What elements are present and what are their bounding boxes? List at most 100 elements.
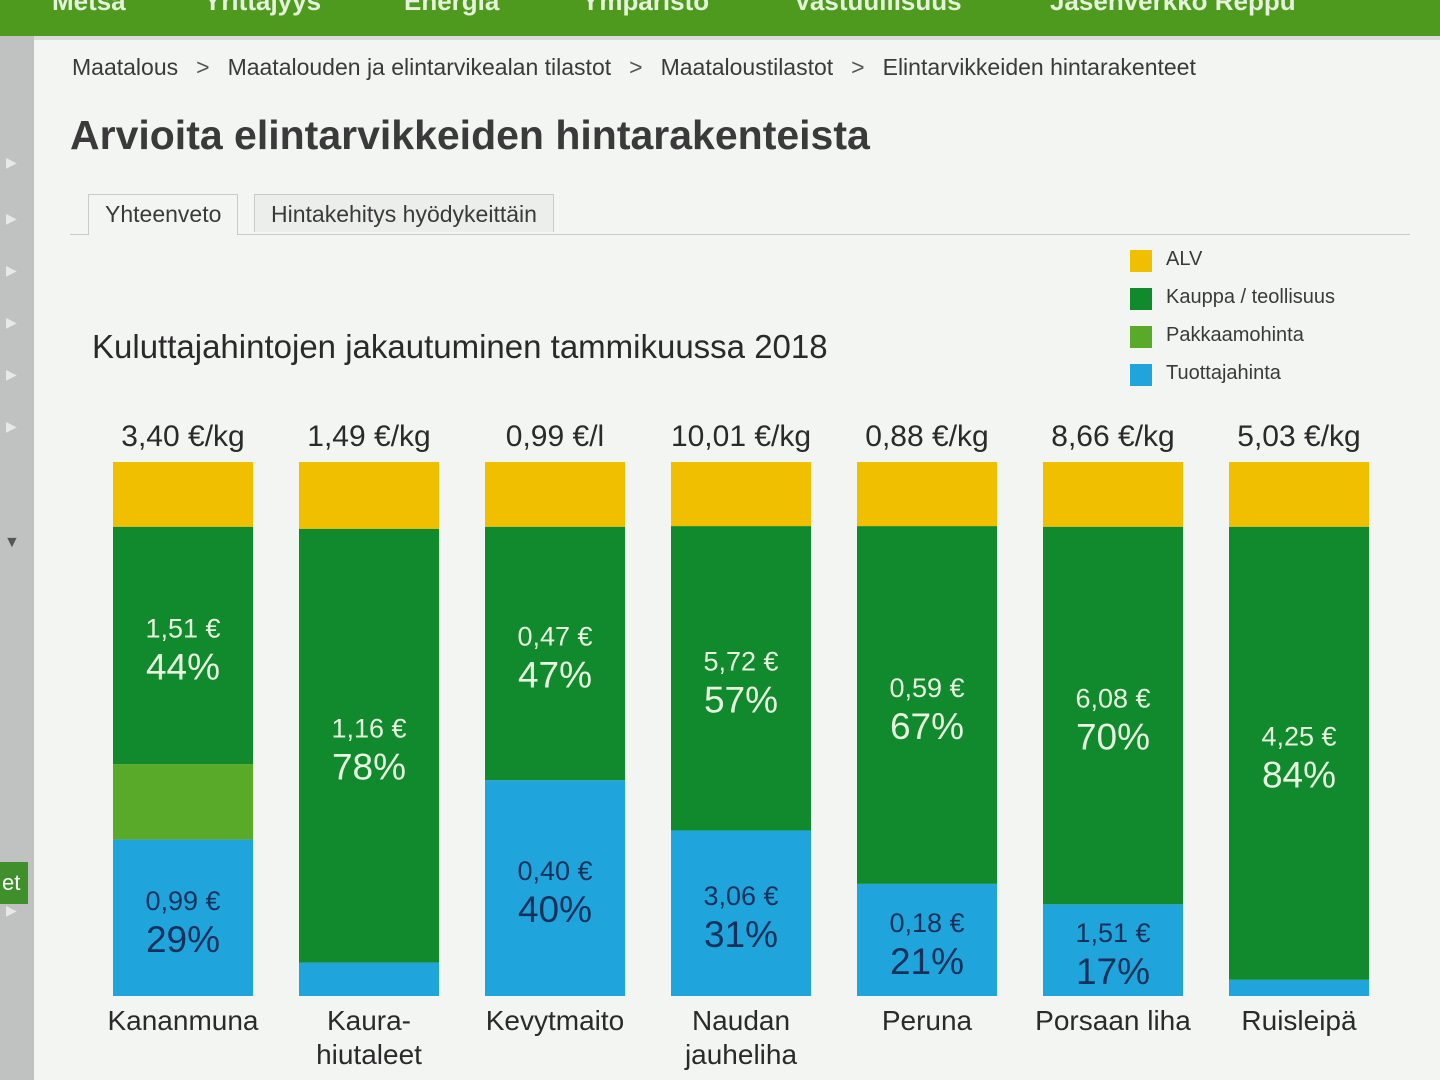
category-label: Naudan: [692, 1005, 790, 1036]
category-label: Kananmuna: [107, 1005, 258, 1036]
category-label: Kevytmaito: [486, 1005, 625, 1036]
breadcrumb-item-tilastot[interactable]: Maatalouden ja elintarvikealan tilastot: [227, 54, 612, 80]
total-price-label: 3,40 €/kg: [121, 420, 244, 453]
breadcrumb-item-current: Elintarvikkeiden hintarakenteet: [882, 54, 1196, 80]
bar-segment: [299, 528, 439, 963]
chart-title: Kuluttajahintojen jakautuminen tammikuus…: [92, 328, 828, 365]
legend-label: Tuottajahinta: [1166, 362, 1281, 384]
bar-segment: [857, 462, 997, 527]
nav-item-energia[interactable]: Energia: [404, 0, 500, 16]
segment-value-label: 3,06 €: [703, 881, 778, 911]
bar-segment: [485, 780, 625, 996]
segment-percent-label: 47%: [518, 654, 592, 695]
segment-value-label: 0,99 €: [145, 886, 220, 916]
segment-value-label: 0,18 €: [889, 908, 964, 938]
category-label: jauheliha: [684, 1039, 798, 1070]
bar-segment: [671, 830, 811, 996]
bar-segment: [1229, 462, 1369, 527]
bar-segment: [113, 526, 253, 765]
breadcrumb: Maatalous > Maatalouden ja elintarvikealan…: [72, 54, 1196, 81]
breadcrumb-separator: >: [851, 54, 865, 80]
bar-segment: [1229, 526, 1369, 980]
segment-percent-label: 57%: [704, 679, 778, 720]
segment-percent-label: 21%: [890, 941, 964, 982]
segment-value-label: 6,08 €: [1075, 684, 1150, 714]
nav-item-ymparisto[interactable]: Ympäristö: [582, 0, 710, 16]
category-label: Ruisleipä: [1241, 1005, 1357, 1036]
bar-segment: [299, 962, 439, 996]
category-label: Kaura-: [327, 1005, 411, 1036]
bar-segment: [671, 462, 811, 527]
tab-bar: Yhteenveto Hintakehitys hyödykeittäin: [70, 194, 1410, 235]
bar-segment: [1043, 904, 1183, 996]
bar-segment: [1043, 462, 1183, 527]
legend-label: Kauppa / teollisuus: [1166, 286, 1336, 308]
chevron-down-icon[interactable]: ▼: [4, 534, 20, 551]
legend-swatch-pakkaamo: [1130, 326, 1152, 348]
total-price-label: 0,99 €/l: [506, 420, 604, 453]
legend-swatch-alv: [1130, 250, 1152, 272]
category-label: hiutaleet: [316, 1039, 422, 1070]
nav-item-jasenverkko-reppu[interactable]: Jäsenverkko Reppu: [1050, 0, 1296, 16]
breadcrumb-item-maatalous[interactable]: Maatalous: [72, 54, 179, 80]
chevron-right-icon[interactable]: ▶: [6, 262, 17, 278]
segment-value-label: 0,40 €: [517, 856, 592, 886]
segment-percent-label: 31%: [704, 914, 778, 955]
segment-percent-label: 84%: [1262, 754, 1336, 795]
segment-value-label: 4,25 €: [1261, 721, 1336, 751]
segment-percent-label: 70%: [1076, 717, 1150, 758]
top-navigation: Metsä Yrittäjyys Energia Ympäristö Vastu…: [0, 0, 1440, 36]
segment-percent-label: 40%: [518, 889, 592, 930]
segment-value-label: 0,59 €: [889, 673, 964, 703]
breadcrumb-item-maataloustilastot[interactable]: Maataloustilastot: [660, 54, 834, 80]
total-price-label: 8,66 €/kg: [1051, 420, 1174, 453]
legend-label: Pakkaamohinta: [1166, 324, 1304, 346]
bar-segment: [671, 526, 811, 831]
segment-value-label: 5,72 €: [703, 646, 778, 676]
chevron-right-icon[interactable]: ▶: [6, 418, 17, 434]
legend-swatch-tuottaja: [1130, 364, 1152, 386]
total-price-label: 10,01 €/kg: [671, 420, 811, 453]
bar-segment: [1229, 979, 1369, 996]
bar-segment: [857, 883, 997, 996]
segment-value-label: 1,16 €: [331, 714, 406, 744]
breadcrumb-separator: >: [629, 54, 643, 80]
segment-percent-label: 78%: [332, 747, 406, 788]
bar-segment: [857, 526, 997, 884]
left-sidebar: ▶ ▶ ▶ ▶ ▶ ▶ ▼ et ▶: [0, 36, 34, 1080]
bar-segment: [299, 462, 439, 529]
chevron-right-icon[interactable]: ▶: [6, 314, 17, 330]
segment-value-label: 1,51 €: [1075, 918, 1150, 948]
breadcrumb-separator: >: [196, 54, 210, 80]
bar-segment: [113, 764, 253, 840]
bar-segment: [113, 462, 253, 527]
category-label: Peruna: [882, 1005, 973, 1036]
bar-segment: [113, 839, 253, 996]
total-price-label: 5,03 €/kg: [1237, 420, 1360, 453]
chevron-right-icon[interactable]: ▶: [6, 210, 17, 226]
legend-label: ALV: [1166, 248, 1203, 270]
page-title: Arvioita elintarvikkeiden hintarakenteis…: [70, 112, 870, 158]
category-label: Porsaan liha: [1035, 1005, 1191, 1036]
sidebar-active-item[interactable]: et: [0, 862, 28, 904]
chevron-right-icon[interactable]: ▶: [6, 366, 17, 382]
nav-item-yrittajyys[interactable]: Yrittäjyys: [204, 0, 322, 16]
nav-item-vastuullisuus[interactable]: Vastuullisuus: [794, 0, 962, 16]
total-price-label: 1,49 €/kg: [307, 420, 430, 453]
segment-percent-label: 17%: [1076, 951, 1150, 992]
segment-percent-label: 29%: [146, 919, 220, 960]
bar-segment: [485, 526, 625, 781]
chevron-right-icon[interactable]: ▶: [6, 902, 17, 918]
segment-percent-label: 44%: [146, 646, 220, 687]
total-price-label: 0,88 €/kg: [865, 420, 988, 453]
tab-hintakehitys[interactable]: Hintakehitys hyödykeittäin: [254, 194, 554, 232]
chevron-right-icon[interactable]: ▶: [6, 154, 17, 170]
bar-segment: [1043, 526, 1183, 905]
tab-yhteenveto[interactable]: Yhteenveto: [88, 194, 239, 235]
bar-segment: [485, 462, 625, 527]
segment-percent-label: 67%: [890, 706, 964, 747]
segment-value-label: 0,47 €: [517, 621, 592, 651]
nav-item-metsa[interactable]: Metsä: [52, 0, 126, 16]
segment-value-label: 1,51 €: [145, 613, 220, 643]
